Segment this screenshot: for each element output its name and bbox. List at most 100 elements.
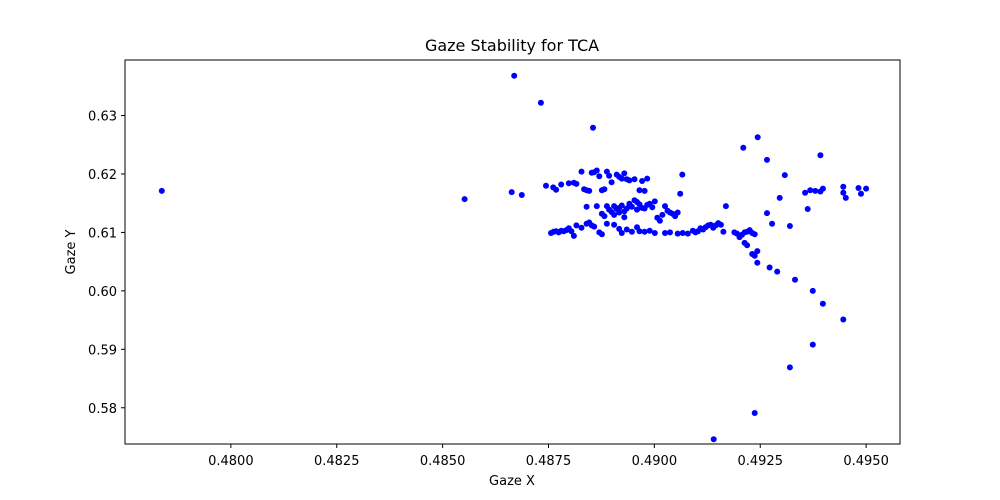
data-point-123 bbox=[717, 221, 724, 228]
data-point-75 bbox=[621, 214, 628, 221]
data-point-9 bbox=[553, 186, 560, 193]
data-point-6 bbox=[590, 124, 596, 131]
data-point-77 bbox=[634, 206, 640, 213]
data-point-33 bbox=[631, 176, 638, 183]
data-point-106 bbox=[651, 230, 658, 236]
data-point-30 bbox=[621, 170, 628, 177]
data-point-168 bbox=[842, 194, 849, 201]
data-point-148 bbox=[786, 364, 793, 371]
data-point-5 bbox=[537, 99, 544, 106]
data-point-21 bbox=[596, 173, 603, 180]
data-point-162 bbox=[812, 187, 819, 194]
data-point-41 bbox=[601, 213, 608, 220]
data-point-155 bbox=[817, 152, 824, 159]
x-tick-label-1: 0.4825 bbox=[314, 454, 360, 469]
data-point-134 bbox=[751, 231, 758, 238]
data-point-88 bbox=[573, 222, 580, 229]
data-point-29 bbox=[618, 175, 625, 182]
data-points bbox=[158, 72, 870, 443]
data-point-151 bbox=[740, 144, 747, 151]
data-point-161 bbox=[807, 187, 814, 194]
data-point-23 bbox=[601, 186, 608, 193]
x-tick-label-5: 0.4925 bbox=[737, 454, 783, 469]
data-point-10 bbox=[558, 181, 565, 188]
data-point-60 bbox=[649, 204, 656, 211]
data-point-72 bbox=[679, 171, 686, 178]
data-point-86 bbox=[568, 228, 575, 235]
x-axis-label: Gaze X bbox=[489, 474, 535, 489]
data-point-70 bbox=[674, 209, 681, 216]
data-point-61 bbox=[651, 198, 658, 205]
data-point-153 bbox=[764, 156, 770, 163]
data-point-89 bbox=[578, 224, 585, 231]
data-point-48 bbox=[618, 202, 625, 209]
data-point-36 bbox=[641, 187, 648, 194]
data-point-152 bbox=[754, 134, 761, 141]
data-point-99 bbox=[618, 230, 625, 236]
data-point-164 bbox=[819, 185, 826, 192]
data-point-103 bbox=[636, 228, 643, 235]
data-point-63 bbox=[656, 217, 663, 224]
data-point-76 bbox=[626, 200, 633, 207]
y-tick-label-2: 0.60 bbox=[88, 285, 117, 300]
data-point-7 bbox=[543, 182, 549, 189]
data-point-147 bbox=[809, 341, 816, 348]
data-point-158 bbox=[764, 210, 770, 217]
y-tick-label-4: 0.62 bbox=[88, 168, 117, 183]
data-point-142 bbox=[774, 268, 781, 275]
data-point-165 bbox=[804, 206, 811, 212]
data-point-13 bbox=[573, 180, 580, 187]
data-point-136 bbox=[744, 242, 751, 249]
x-tick-label-3: 0.4875 bbox=[526, 454, 572, 469]
data-point-141 bbox=[766, 264, 773, 271]
data-point-26 bbox=[608, 179, 615, 186]
data-point-97 bbox=[611, 221, 618, 228]
axis-ticks: 0.4800 0.4825 0.4850 0.4875 0.4900 0.4925 0.49… bbox=[88, 110, 889, 469]
data-point-25 bbox=[606, 172, 613, 179]
data-point-146 bbox=[840, 316, 847, 323]
data-point-156 bbox=[776, 194, 783, 201]
data-point-124 bbox=[720, 228, 727, 235]
x-tick-label-6: 0.4950 bbox=[843, 454, 889, 469]
data-point-143 bbox=[792, 276, 798, 283]
data-point-14 bbox=[578, 168, 585, 175]
data-point-144 bbox=[809, 287, 816, 294]
data-point-1 bbox=[461, 196, 468, 203]
data-point-138 bbox=[751, 252, 758, 259]
data-point-108 bbox=[667, 229, 673, 236]
y-tick-label-3: 0.61 bbox=[88, 226, 117, 241]
data-point-95 bbox=[598, 231, 605, 238]
data-point-140 bbox=[754, 259, 761, 266]
plot-frame bbox=[124, 59, 901, 445]
data-point-37 bbox=[636, 187, 643, 194]
data-point-64 bbox=[659, 211, 666, 218]
data-point-96 bbox=[603, 220, 610, 227]
data-point-71 bbox=[677, 190, 684, 197]
chart-title: Gaze Stability for TCA bbox=[425, 36, 599, 55]
data-point-93 bbox=[591, 223, 598, 230]
data-point-32 bbox=[626, 177, 633, 184]
data-point-167 bbox=[840, 189, 847, 196]
data-point-150 bbox=[710, 436, 717, 443]
data-point-4 bbox=[511, 72, 518, 79]
data-point-35 bbox=[644, 175, 651, 182]
data-point-159 bbox=[786, 223, 793, 229]
data-point-100 bbox=[623, 226, 630, 233]
x-tick-label-0: 0.4800 bbox=[208, 454, 254, 469]
data-point-160 bbox=[802, 189, 809, 196]
data-point-111 bbox=[684, 230, 691, 237]
y-axis-label: Gaze Y bbox=[64, 229, 79, 274]
data-point-125 bbox=[722, 203, 729, 210]
data-point-104 bbox=[641, 228, 648, 235]
y-tick-label-5: 0.63 bbox=[88, 110, 117, 125]
data-point-109 bbox=[674, 230, 681, 237]
y-tick-label-0: 0.58 bbox=[88, 402, 117, 417]
data-point-107 bbox=[662, 230, 668, 236]
data-point-166 bbox=[840, 183, 847, 190]
data-point-145 bbox=[819, 300, 826, 307]
data-point-65 bbox=[662, 203, 668, 210]
data-point-17 bbox=[586, 187, 593, 194]
data-point-2 bbox=[508, 189, 515, 196]
